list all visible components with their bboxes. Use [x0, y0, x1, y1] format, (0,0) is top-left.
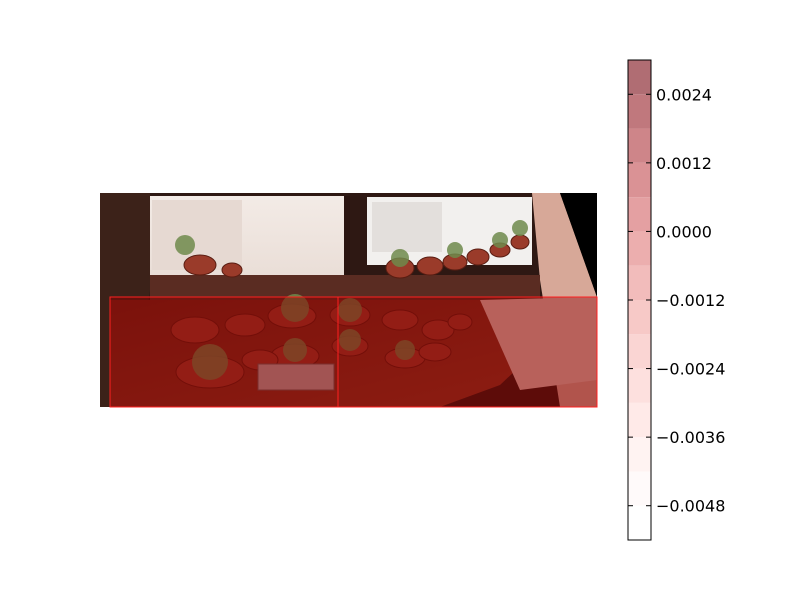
overlay-region — [109, 296, 598, 408]
colorbar-tick-label: 0.0024 — [656, 85, 712, 104]
colorbar-band — [628, 437, 651, 472]
colorbar-band — [628, 94, 651, 129]
colorbar-band — [628, 334, 651, 369]
colorbar-tick-label: −0.0024 — [656, 360, 725, 379]
window-sill — [150, 275, 540, 300]
colorbar-band — [628, 197, 651, 232]
colorbar-band — [628, 162, 651, 198]
colorbar-tick-label: −0.0012 — [656, 291, 725, 310]
colorbar: 0.0024 0.0012 0.0000 −0.0012 −0.0024 −0.0036 −… — [627, 59, 725, 541]
colorbar-band — [628, 300, 651, 335]
right-black-corner — [560, 193, 597, 297]
colorbar-tick-label: −0.0048 — [656, 497, 725, 516]
colorbar-band — [628, 402, 651, 438]
right-window-buildings — [372, 202, 442, 252]
colorbar-tick-label: 0.0012 — [656, 154, 712, 173]
colorbar-band — [628, 265, 651, 300]
colorbar-tick-label: −0.0036 — [656, 428, 725, 447]
colorbar-band — [628, 471, 651, 506]
colorbar-band — [628, 128, 651, 163]
colorbar-tick-label: 0.0000 — [656, 222, 712, 241]
heatmap-overlay — [109, 296, 598, 408]
colorbar-band — [628, 60, 651, 95]
colorbar-band — [628, 231, 651, 266]
colorbar-band — [628, 368, 651, 403]
colorbar-band — [628, 505, 651, 540]
